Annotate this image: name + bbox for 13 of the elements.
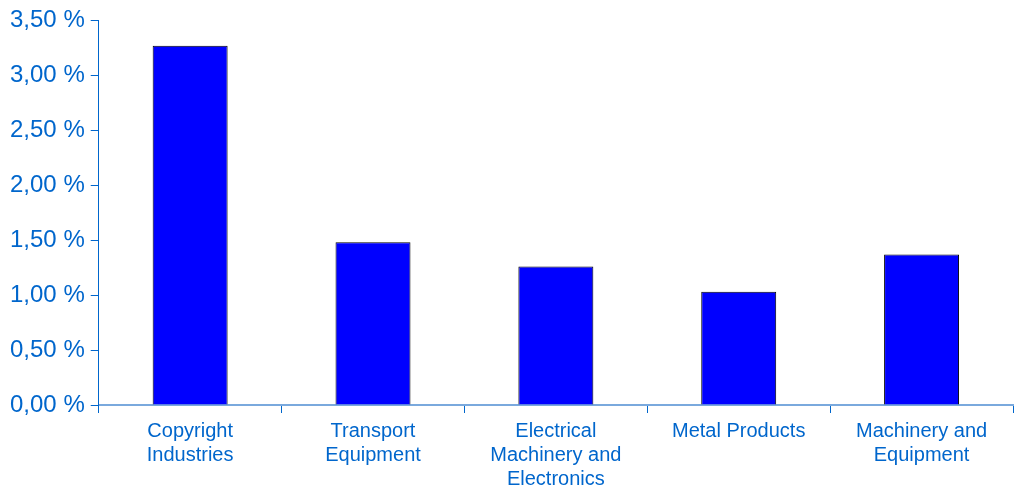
x-tick-label: Machinery and Equipment <box>855 418 988 465</box>
y-tick-label: 0,00 % <box>10 389 85 417</box>
x-tick-label: Transport Equipment <box>325 418 422 465</box>
y-tick-label: 1,00 % <box>10 279 85 307</box>
y-tick-label: 1,50 % <box>10 224 85 252</box>
y-tick-label: 0,50 % <box>10 334 85 362</box>
y-tick-label: 2,50 % <box>10 114 85 142</box>
x-tick-label: Metal Products <box>672 418 806 441</box>
y-tick-label: 2,00 % <box>10 169 85 197</box>
y-tick-label: 3,00 % <box>10 59 85 87</box>
x-tick-label: Copyright Industries <box>146 418 234 465</box>
x-tick-label: Electrical Machinery and Electronics <box>490 418 622 489</box>
y-tick-label: 3,50 % <box>10 5 85 33</box>
